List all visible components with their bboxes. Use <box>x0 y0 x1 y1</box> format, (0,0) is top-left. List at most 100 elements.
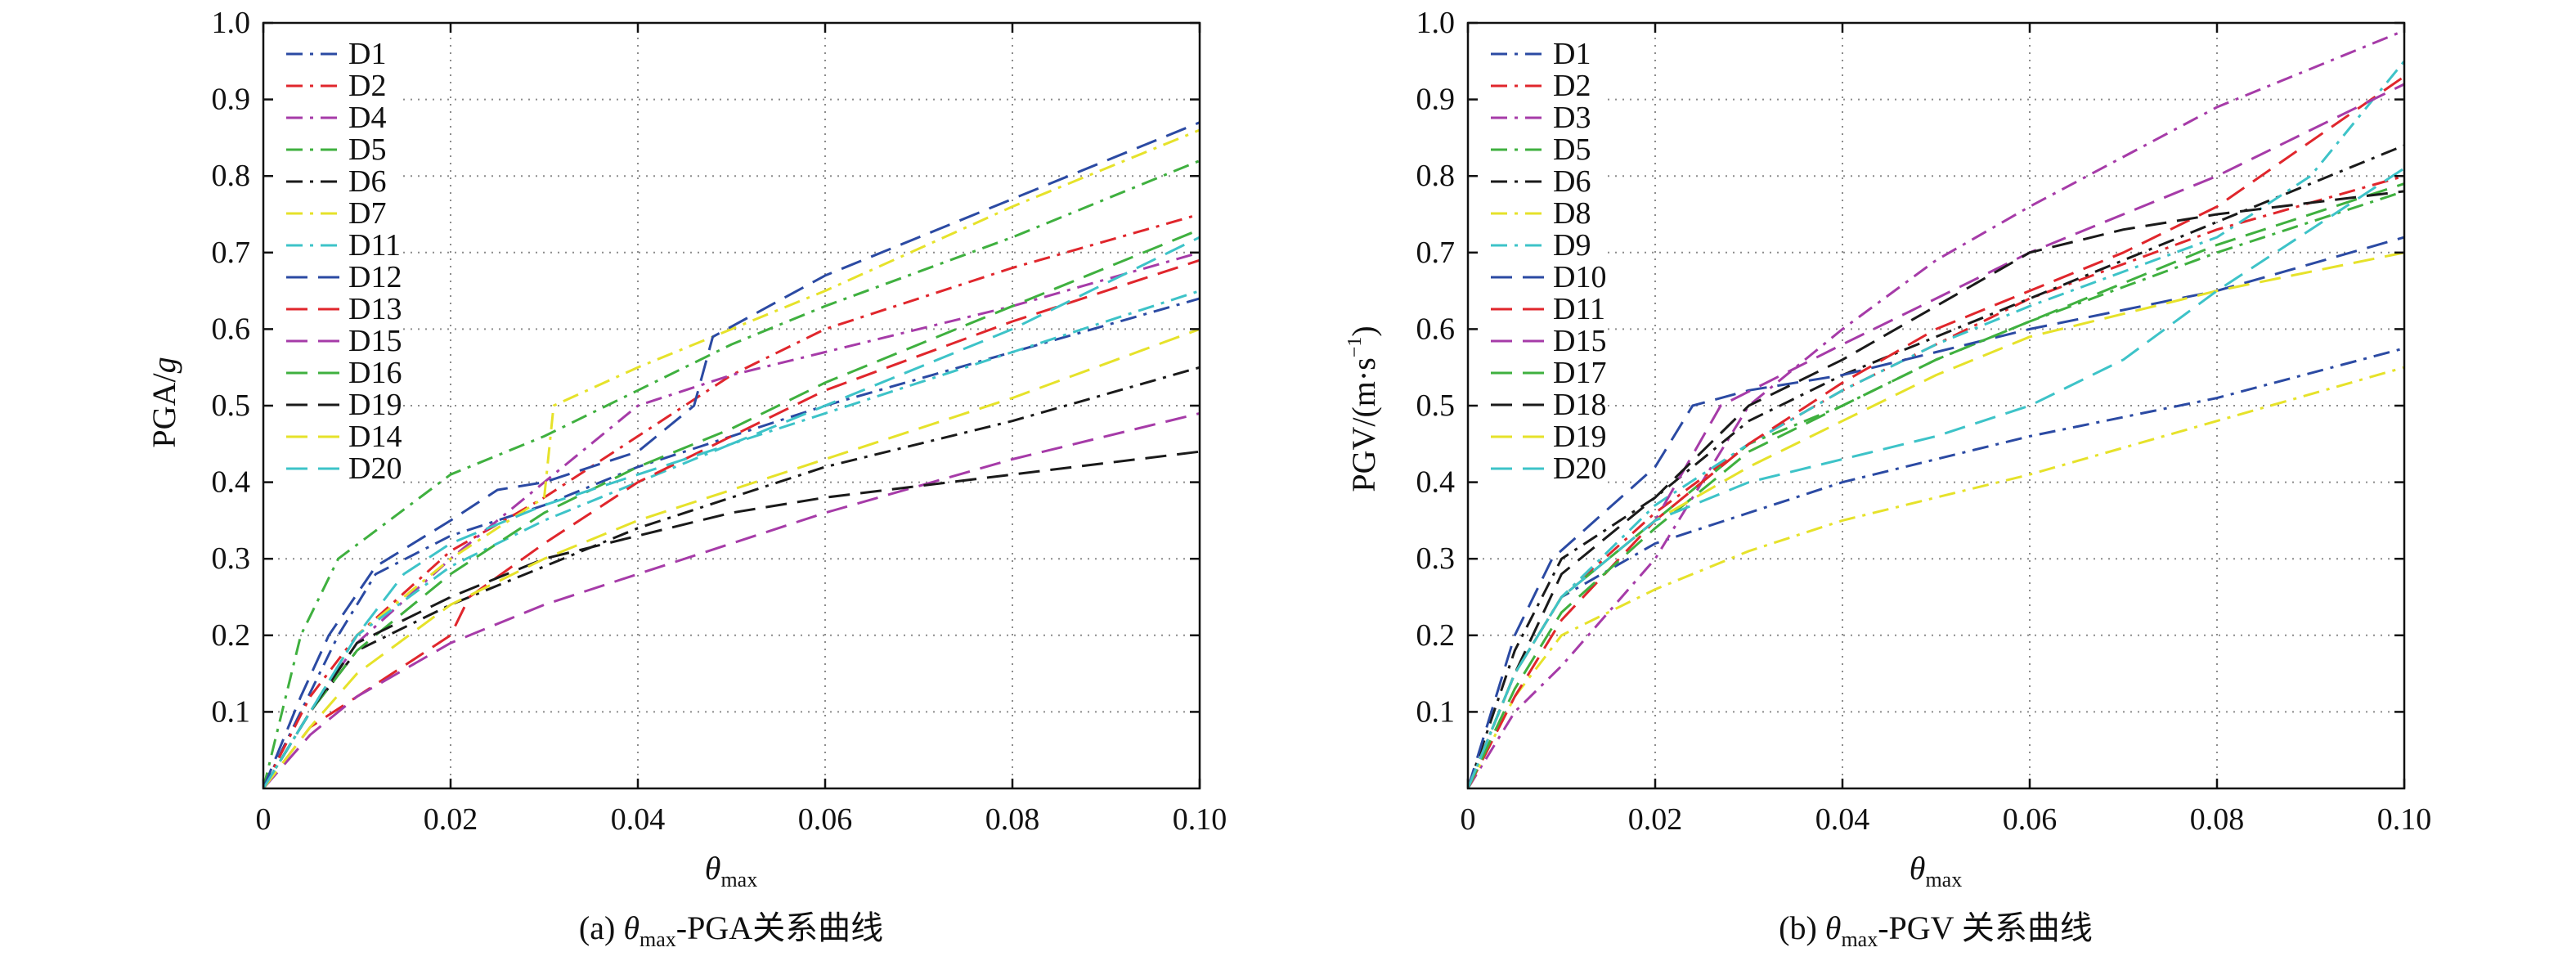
series-line-d20 <box>1468 167 2404 788</box>
series-group <box>263 121 1200 788</box>
legend-label: D2 <box>1553 69 1591 103</box>
legend-label: D11 <box>348 228 401 263</box>
y-tick-label: 1.0 <box>212 6 251 40</box>
series-line-d9 <box>1468 60 2404 788</box>
x-axis-label-theta: θmax <box>704 850 757 891</box>
series-line-d5 <box>263 159 1200 788</box>
legend-label: D4 <box>348 101 386 135</box>
series-line-d18 <box>1468 190 2404 788</box>
legend-background <box>275 36 397 489</box>
x-tick-label: 0.10 <box>1173 802 1227 837</box>
x-tick-label: 0.02 <box>1628 802 1683 837</box>
x-tick-label: 0 <box>256 802 272 837</box>
y-tick-label: 0.9 <box>1416 83 1456 117</box>
legend-label: D15 <box>1553 324 1606 358</box>
series-line-d11 <box>263 290 1200 788</box>
legend-label: D7 <box>348 196 386 231</box>
chart-b-plot: 0 0.02 0.04 0.06 0.08 0.10 0.1 0.2 0.3 0.4 0.5 0.6 0… <box>1416 6 2432 837</box>
caption-suffix: -PGA关系曲线 <box>675 909 884 946</box>
caption-symbol: θ <box>623 909 640 946</box>
caption-prefix: (b) <box>1779 909 1825 946</box>
legend-label: D19 <box>348 388 402 422</box>
legend-item: D17 <box>1491 356 1606 390</box>
caption-suffix: -PGV 关系曲线 <box>1878 909 2093 946</box>
y-axis-label-superscript: −1 <box>1344 336 1366 358</box>
y-tick-label: 0.3 <box>212 541 251 576</box>
series-line-d4 <box>263 251 1200 788</box>
y-tick-label: 0.2 <box>1416 618 1456 653</box>
series-line-d20 <box>263 236 1200 788</box>
x-tick-label: 0.06 <box>798 802 853 837</box>
legend-item: D18 <box>1491 388 1606 422</box>
series-group <box>1468 29 2404 788</box>
series-line-d12 <box>263 121 1200 788</box>
legend-label: D6 <box>348 164 386 199</box>
series-line-d3 <box>1468 29 2404 788</box>
y-tick-label: 0.5 <box>1416 388 1456 423</box>
caption-subscript: max <box>639 927 676 951</box>
y-tick-label: 0.9 <box>212 83 251 117</box>
y-axis-label-pgv: PGV/(m·s−1) <box>1344 326 1382 492</box>
legend-item: D5 <box>1491 132 1591 167</box>
legend-background <box>1479 36 1602 489</box>
legend-label: D5 <box>1553 132 1591 167</box>
legend-label: D18 <box>1553 388 1606 422</box>
legend-item: D11 <box>286 228 401 263</box>
series-line-d19 <box>263 450 1200 788</box>
y-axis-label-end: ) <box>1345 326 1382 337</box>
x-axis-label-theta: θmax <box>1910 852 1962 891</box>
y-axis-label-italic: g <box>146 357 182 374</box>
caption-subscript: max <box>1841 927 1878 951</box>
caption-symbol: θ <box>1824 909 1842 946</box>
series-line-d1 <box>263 297 1200 788</box>
y-tick-label: 0.4 <box>1416 465 1456 500</box>
caption-a: (a) θmax-PGA关系曲线 <box>578 909 884 950</box>
caption-prefix: (a) <box>578 909 624 946</box>
x-tick-label: 0.08 <box>2190 802 2245 837</box>
legend-item: D14 <box>286 420 402 454</box>
legend-label: D8 <box>1553 196 1591 231</box>
legend-item: D20 <box>1491 451 1606 486</box>
y-tick-label: 0.1 <box>212 694 251 729</box>
series-line-d13 <box>263 258 1200 788</box>
legend-label: D17 <box>1553 356 1606 390</box>
x-tick-label: 0.02 <box>424 802 478 837</box>
legend-item: D1 <box>1491 37 1591 71</box>
x-tick-label: 0.10 <box>2377 802 2432 837</box>
x-axis-label-subscript: max <box>1925 868 1963 891</box>
y-tick-label: 0.1 <box>1416 694 1456 729</box>
legend-item: D1 <box>286 37 386 71</box>
legend-item: D11 <box>1491 292 1605 326</box>
y-tick-label: 0.8 <box>1416 159 1456 193</box>
legend-label: D1 <box>1553 37 1591 71</box>
legend-label: D6 <box>1553 164 1591 199</box>
legend-label: D12 <box>348 260 402 294</box>
legend-item: D16 <box>286 356 402 390</box>
legend-label: D11 <box>1553 292 1605 326</box>
series-line-d14 <box>263 327 1200 788</box>
legend-label: D13 <box>348 292 402 326</box>
legend-label: D2 <box>348 69 386 103</box>
y-tick-label: 0.2 <box>212 618 251 653</box>
y-tick-label: 0.6 <box>212 312 251 346</box>
legend-label: D16 <box>348 356 402 390</box>
y-tick-label: 0.5 <box>212 388 251 423</box>
legend-label: D20 <box>1553 451 1606 486</box>
y-tick-label: 0.3 <box>1416 541 1456 576</box>
y-axis-label-text: PGA/ <box>146 373 182 448</box>
series-line-d6 <box>1468 144 2404 788</box>
y-tick-label: 0.7 <box>1416 236 1456 270</box>
legend-label: D1 <box>348 37 386 71</box>
x-tick-label: 0 <box>1461 802 1476 837</box>
legend-item: D8 <box>1491 196 1591 231</box>
x-axis-label-symbol: θ <box>704 850 721 887</box>
legend-label: D3 <box>1553 101 1591 135</box>
legend-item: D15 <box>286 324 402 358</box>
legend-label: D15 <box>348 324 402 358</box>
legend-item: D9 <box>1491 228 1591 263</box>
legend-label: D10 <box>1553 260 1606 294</box>
series-line-d15 <box>263 411 1200 788</box>
